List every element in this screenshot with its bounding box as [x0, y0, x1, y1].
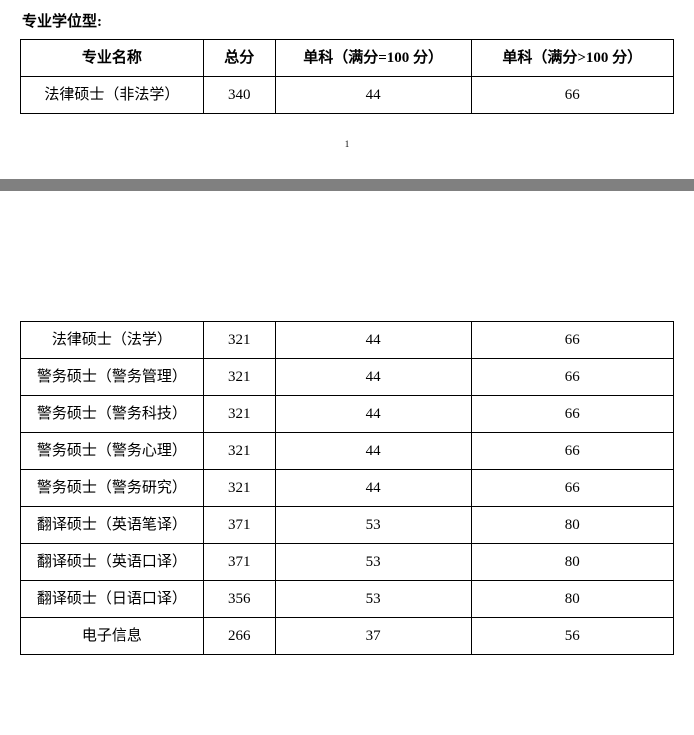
page-2: 法律硕士（法学）3214466警务硕士（警务管理）3214466警务硕士（警务科…: [0, 211, 694, 675]
cell-total: 321: [203, 359, 275, 396]
page-number: 1: [20, 139, 674, 149]
table-row: 法律硕士（非法学）3404466: [21, 77, 674, 114]
table-row: 电子信息2663756: [21, 618, 674, 655]
cell-name: 翻译硕士（英语口译）: [21, 544, 204, 581]
page-divider: [0, 179, 694, 191]
cell-sub100: 44: [275, 359, 471, 396]
cell-subgt100: 66: [471, 359, 673, 396]
cell-subgt100: 80: [471, 581, 673, 618]
cell-subgt100: 66: [471, 77, 673, 114]
cell-name: 警务硕士（警务科技）: [21, 396, 204, 433]
cell-sub100: 44: [275, 433, 471, 470]
cell-sub100: 44: [275, 470, 471, 507]
cell-total: 371: [203, 544, 275, 581]
cell-total: 321: [203, 470, 275, 507]
cell-total: 371: [203, 507, 275, 544]
degree-table-2: 法律硕士（法学）3214466警务硕士（警务管理）3214466警务硕士（警务科…: [20, 321, 674, 655]
page-break-bottom: [0, 191, 694, 211]
cell-name: 警务硕士（警务管理）: [21, 359, 204, 396]
cell-sub100: 44: [275, 322, 471, 359]
cell-total: 356: [203, 581, 275, 618]
cell-name: 法律硕士（非法学）: [21, 77, 204, 114]
page-break-top: [0, 159, 694, 179]
cell-subgt100: 80: [471, 507, 673, 544]
cell-name: 翻译硕士（英语笔译）: [21, 507, 204, 544]
page-1: 专业学位型: 专业名称 总分 单科（满分=100 分） 单科（满分>100 分）…: [0, 0, 694, 159]
table-row: 警务硕士（警务心理）3214466: [21, 433, 674, 470]
cell-name: 翻译硕士（日语口译）: [21, 581, 204, 618]
section-title: 专业学位型:: [20, 10, 674, 31]
cell-subgt100: 56: [471, 618, 673, 655]
header-sub100: 单科（满分=100 分）: [275, 40, 471, 77]
table-row: 警务硕士（警务管理）3214466: [21, 359, 674, 396]
cell-total: 321: [203, 433, 275, 470]
cell-subgt100: 66: [471, 322, 673, 359]
cell-total: 321: [203, 396, 275, 433]
cell-sub100: 53: [275, 507, 471, 544]
header-name: 专业名称: [21, 40, 204, 77]
degree-table-1: 专业名称 总分 单科（满分=100 分） 单科（满分>100 分） 法律硕士（非…: [20, 39, 674, 114]
table-row: 法律硕士（法学）3214466: [21, 322, 674, 359]
cell-name: 法律硕士（法学）: [21, 322, 204, 359]
table-row: 警务硕士（警务研究）3214466: [21, 470, 674, 507]
header-total: 总分: [203, 40, 275, 77]
cell-total: 340: [203, 77, 275, 114]
cell-sub100: 44: [275, 77, 471, 114]
cell-subgt100: 66: [471, 396, 673, 433]
cell-sub100: 44: [275, 396, 471, 433]
cell-total: 266: [203, 618, 275, 655]
header-subgt100: 单科（满分>100 分）: [471, 40, 673, 77]
cell-subgt100: 80: [471, 544, 673, 581]
cell-sub100: 37: [275, 618, 471, 655]
cell-name: 电子信息: [21, 618, 204, 655]
cell-total: 321: [203, 322, 275, 359]
cell-sub100: 53: [275, 581, 471, 618]
table-row: 翻译硕士（英语笔译）3715380: [21, 507, 674, 544]
table-header-row: 专业名称 总分 单科（满分=100 分） 单科（满分>100 分）: [21, 40, 674, 77]
table-row: 翻译硕士（日语口译）3565380: [21, 581, 674, 618]
table-row: 翻译硕士（英语口译）3715380: [21, 544, 674, 581]
cell-subgt100: 66: [471, 433, 673, 470]
cell-sub100: 53: [275, 544, 471, 581]
table-row: 警务硕士（警务科技）3214466: [21, 396, 674, 433]
cell-subgt100: 66: [471, 470, 673, 507]
cell-name: 警务硕士（警务心理）: [21, 433, 204, 470]
cell-name: 警务硕士（警务研究）: [21, 470, 204, 507]
